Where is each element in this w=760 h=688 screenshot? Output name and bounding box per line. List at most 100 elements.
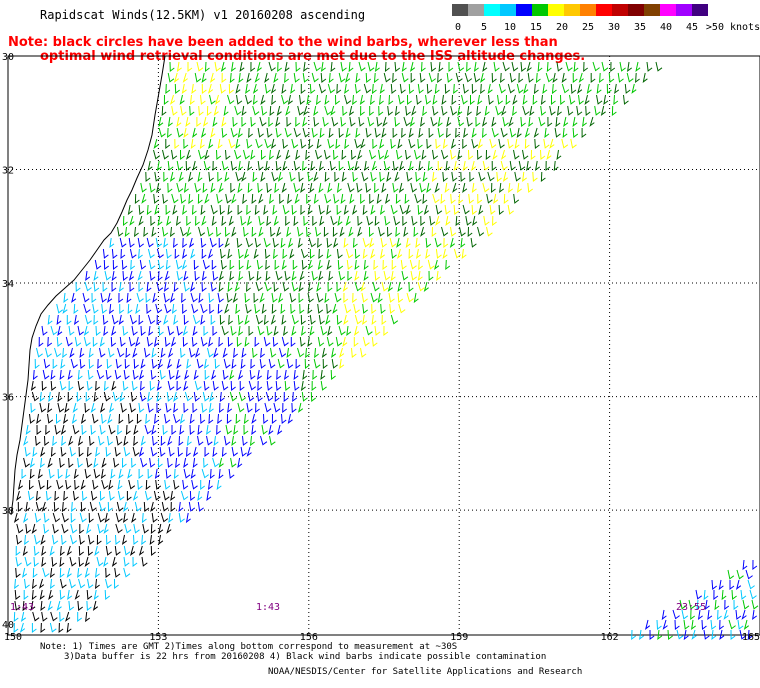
- wind-barb: [230, 160, 237, 171]
- wind-barb: [173, 314, 179, 326]
- wind-barb: [348, 105, 354, 117]
- wind-barb: [500, 160, 508, 171]
- wind-barb: [441, 149, 449, 160]
- wind-barb: [378, 226, 385, 237]
- wind-barb: [282, 138, 288, 149]
- wind-barb: [102, 281, 108, 292]
- wind-barb: [324, 149, 331, 160]
- wind-barb: [549, 138, 555, 149]
- wind-barb: [307, 171, 314, 182]
- wind-barb: [90, 490, 98, 501]
- wind-barb: [68, 380, 74, 392]
- legend-swatch: [564, 4, 580, 16]
- wind-barb: [263, 336, 271, 347]
- wind-barb: [165, 259, 171, 270]
- wind-barb: [160, 347, 166, 359]
- wind-barb: [100, 292, 107, 303]
- legend-tick-label: 20: [555, 22, 569, 33]
- wind-barb: [482, 160, 490, 171]
- wind-barb: [430, 61, 437, 72]
- wind-barb: [396, 237, 402, 248]
- wind-barb: [213, 347, 219, 358]
- wind-barb: [623, 94, 629, 105]
- wind-barb: [99, 490, 105, 501]
- wind-barb: [477, 94, 483, 106]
- wind-barb: [42, 369, 50, 380]
- wind-barb: [39, 391, 45, 402]
- wind-barb: [51, 556, 58, 567]
- wind-barb: [56, 303, 63, 314]
- wind-barb: [419, 182, 426, 193]
- wind-barb: [714, 599, 720, 611]
- wind-barb: [103, 380, 109, 392]
- wind-barb: [408, 248, 414, 260]
- wind-barb: [52, 512, 61, 523]
- wind-barb: [477, 226, 485, 237]
- wind-barb: [326, 248, 332, 260]
- wind-barb: [292, 391, 297, 403]
- wind-barb: [40, 446, 46, 457]
- wind-barb: [300, 182, 306, 194]
- wind-barb: [107, 435, 113, 446]
- wind-barb: [79, 524, 85, 534]
- wind-barb: [271, 94, 277, 106]
- wind-barb: [136, 292, 144, 303]
- wind-barb: [77, 325, 84, 336]
- wind-barb: [32, 567, 38, 579]
- wind-barb: [270, 83, 277, 94]
- wind-barb: [307, 259, 313, 270]
- wind-barb: [123, 435, 129, 447]
- wind-barb: [546, 149, 552, 160]
- wind-barb: [236, 336, 242, 347]
- wind-barb: [52, 523, 59, 534]
- wind-barb: [30, 402, 36, 413]
- wind-barb: [674, 619, 680, 630]
- wind-barb: [370, 171, 377, 182]
- wind-barb: [255, 138, 263, 149]
- wind-barb: [374, 215, 380, 227]
- wind-barb: [86, 446, 92, 458]
- wind-barb: [290, 83, 296, 95]
- wind-barb: [231, 435, 237, 447]
- wind-barb: [369, 226, 374, 237]
- wind-barb: [556, 61, 563, 72]
- wind-barb: [167, 347, 174, 358]
- wind-barb: [44, 435, 50, 446]
- wind-barb: [486, 226, 493, 237]
- wind-barb: [59, 556, 65, 568]
- legend-tick-label: 30: [607, 22, 621, 33]
- wind-barb: [158, 534, 164, 545]
- wind-barb: [300, 314, 306, 325]
- wind-barb: [49, 567, 55, 579]
- wind-barb: [276, 226, 282, 237]
- wind-barb: [108, 479, 114, 491]
- wind-barb: [103, 523, 109, 534]
- wind-barb: [256, 61, 262, 72]
- wind-barb: [84, 314, 92, 325]
- wind-barb: [153, 193, 159, 204]
- wind-barb: [556, 149, 562, 161]
- wind-barb: [317, 303, 324, 314]
- wind-barb: [189, 105, 195, 116]
- wind-barb: [212, 380, 219, 391]
- wind-barb: [735, 609, 742, 620]
- wind-barb: [410, 182, 417, 193]
- wind-barb: [420, 116, 425, 128]
- wind-barb: [258, 215, 265, 226]
- wind-barb: [186, 358, 192, 370]
- wind-barb: [182, 336, 188, 347]
- wind-barb: [150, 215, 156, 226]
- wind-barb: [117, 226, 124, 237]
- wind-barb: [324, 105, 332, 116]
- wind-barb: [261, 303, 267, 315]
- wind-barb: [704, 599, 710, 611]
- wind-barb: [234, 149, 242, 160]
- wind-barb: [337, 259, 344, 270]
- wind-barb: [32, 369, 38, 381]
- wind-barb: [406, 292, 414, 303]
- wind-barb: [192, 457, 198, 469]
- wind-barb: [737, 619, 744, 630]
- wind-barb: [168, 369, 175, 380]
- wind-barb: [157, 215, 163, 227]
- wind-barb: [221, 72, 227, 84]
